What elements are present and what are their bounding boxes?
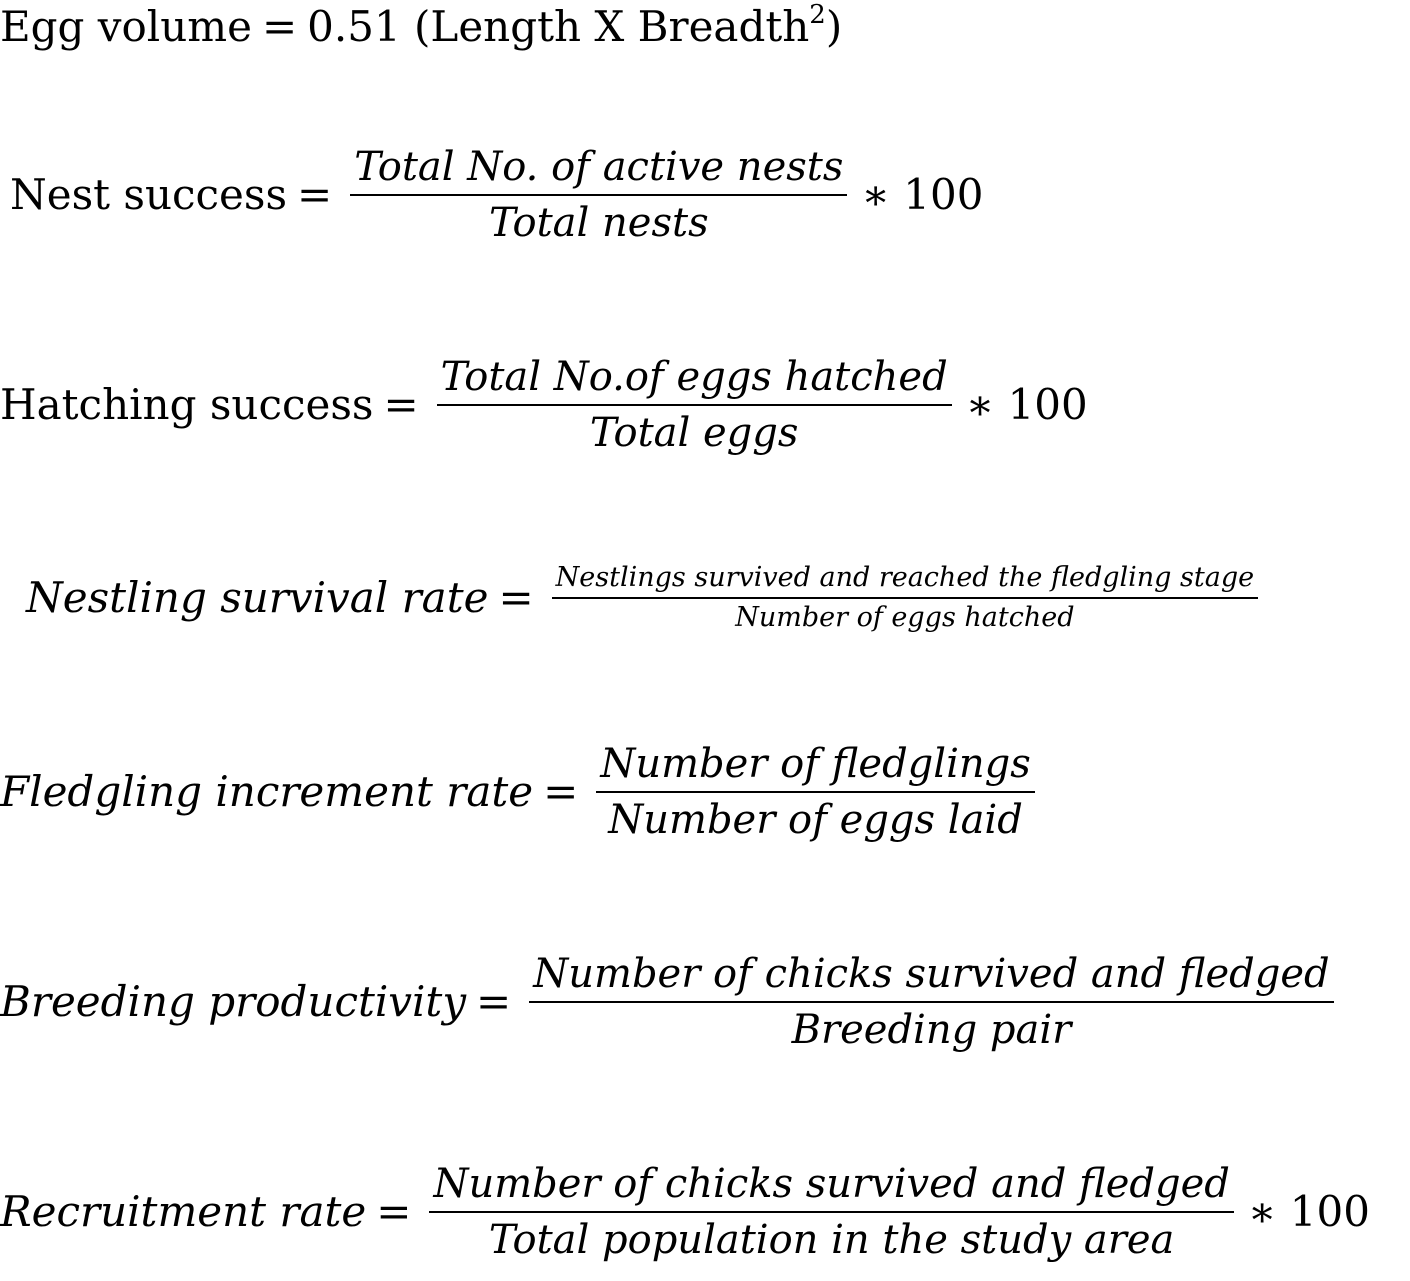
equation-breeding-productivity: Breeding productivity = Number of chicks…: [0, 950, 1342, 1054]
nestling-survival-denominator: Number of eggs hatched: [735, 602, 1075, 634]
equation-hatching-success: Hatching success = Total No.of eggs hatc…: [0, 353, 1088, 457]
equation-recruitment-rate: Recruitment rate = Number of chicks surv…: [0, 1160, 1370, 1264]
nestling-survival-fraction: Nestlings survived and reached the fledg…: [551, 562, 1259, 635]
hatching-success-numerator: Total No.of eggs hatched: [440, 354, 948, 400]
fledgling-increment-fraction: Number of fledglings Number of eggs laid: [596, 740, 1035, 844]
hatching-success-denominator: Total eggs: [589, 410, 799, 456]
equation-nestling-survival-rate: Nestling survival rate = Nestlings survi…: [26, 562, 1266, 635]
hatching-success-label: Hatching success: [0, 380, 374, 429]
recruitment-rate-denominator: Total population in the study area: [488, 1217, 1175, 1263]
recruitment-rate-fraction: Number of chicks survived and fledged To…: [429, 1160, 1234, 1264]
egg-volume-rhs-close: ): [825, 2, 843, 51]
egg-volume-formula: 0.51 (Length X Breadth2): [307, 2, 842, 48]
nest-success-denominator: Total nests: [488, 200, 709, 246]
equals-sign: =: [383, 380, 419, 429]
nest-success-numerator: Total No. of active nests: [354, 144, 844, 190]
nest-success-label: Nest success: [10, 170, 287, 219]
breeding-productivity-denominator: Breeding pair: [791, 1007, 1072, 1053]
nestling-survival-numerator: Nestlings survived and reached the fledg…: [555, 562, 1255, 593]
equation-egg-volume: Egg volume = 0.51 (Length X Breadth2): [0, 2, 842, 51]
fledgling-increment-label: Fledgling increment rate: [0, 767, 534, 816]
hatching-success-multiplier: ∗ 100: [965, 380, 1088, 429]
fledgling-increment-numerator: Number of fledglings: [600, 741, 1031, 787]
fraction-bar: [529, 1001, 1334, 1003]
egg-volume-label: Egg volume: [0, 2, 252, 51]
breeding-productivity-fraction: Number of chicks survived and fledged Br…: [529, 950, 1334, 1054]
egg-volume-exponent: 2: [809, 0, 826, 30]
breeding-productivity-label: Breeding productivity: [0, 977, 467, 1026]
equation-fledgling-increment-rate: Fledgling increment rate = Number of fle…: [0, 740, 1043, 844]
fraction-bar: [429, 1211, 1234, 1213]
egg-volume-rhs: 0.51 (Length X Breadth: [307, 2, 810, 51]
fraction-bar: [350, 194, 848, 196]
hatching-success-fraction: Total No.of eggs hatched Total eggs: [436, 353, 952, 457]
equals-sign: =: [476, 977, 512, 1026]
nest-success-fraction: Total No. of active nests Total nests: [350, 143, 848, 247]
fledgling-increment-denominator: Number of eggs laid: [608, 797, 1023, 843]
fraction-bar: [551, 597, 1259, 600]
recruitment-rate-label: Recruitment rate: [0, 1187, 367, 1236]
equals-sign: =: [261, 2, 298, 51]
nest-success-multiplier: ∗ 100: [861, 170, 984, 219]
nestling-survival-label: Nestling survival rate: [26, 573, 489, 623]
fraction-bar: [596, 791, 1035, 793]
fraction-bar: [436, 404, 952, 406]
recruitment-rate-multiplier: ∗ 100: [1247, 1187, 1370, 1236]
equals-sign: =: [376, 1187, 412, 1236]
recruitment-rate-numerator: Number of chicks survived and fledged: [433, 1161, 1230, 1207]
equation-nest-success: Nest success = Total No. of active nests…: [10, 143, 983, 247]
breeding-productivity-numerator: Number of chicks survived and fledged: [533, 951, 1330, 997]
equals-sign: =: [543, 767, 579, 816]
equals-sign: =: [498, 573, 534, 623]
equals-sign: =: [297, 170, 333, 219]
